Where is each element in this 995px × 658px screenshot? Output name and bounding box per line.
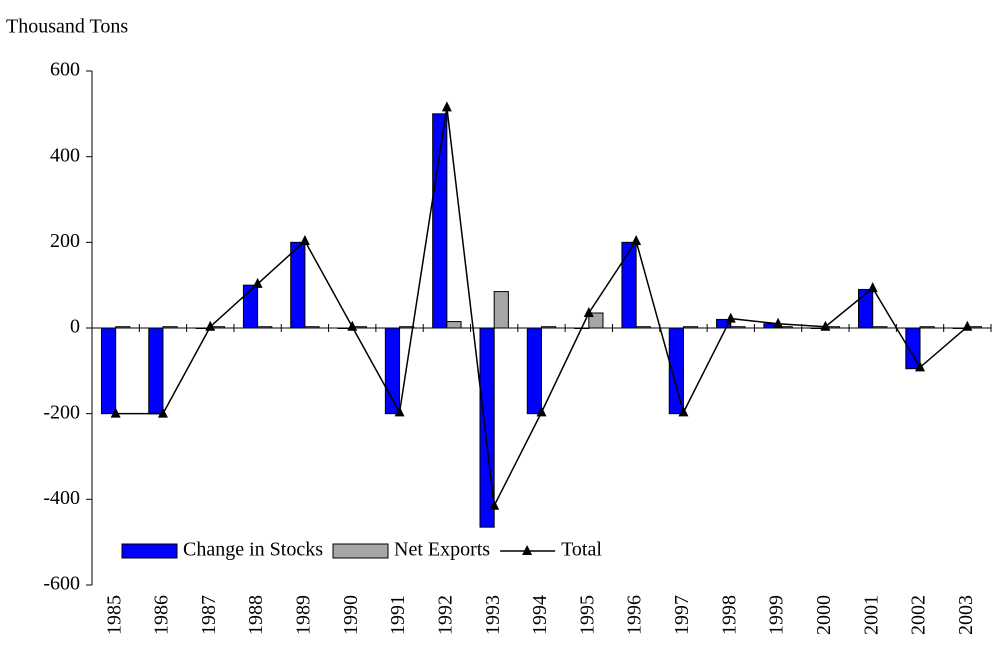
bar <box>242 284 259 329</box>
x-tick-label: 1987 <box>198 595 220 635</box>
x-tick-label: 2000 <box>813 595 835 635</box>
bar <box>858 288 874 329</box>
x-tick-label: 1994 <box>529 595 551 635</box>
x-tick-label: 1993 <box>482 595 504 635</box>
marker <box>394 406 405 417</box>
legend-swatch <box>332 543 389 559</box>
legend-swatch <box>121 543 178 559</box>
marker <box>205 320 216 331</box>
legend-marker <box>522 545 533 555</box>
x-tick-label: 1990 <box>340 595 362 635</box>
y-tick-label: 400 <box>50 144 80 166</box>
y-axis-label: Thousand Tons <box>6 16 128 38</box>
marker <box>252 277 263 288</box>
bar <box>290 241 306 329</box>
marker <box>725 312 736 323</box>
x-tick-label: 1985 <box>103 595 125 635</box>
marker <box>583 307 594 318</box>
x-tick-label: 1999 <box>766 595 788 635</box>
marker <box>157 407 168 418</box>
y-tick-label: 0 <box>70 316 80 338</box>
legend-label: Change in Stocks <box>183 539 323 561</box>
x-tick-label: 1997 <box>671 595 693 635</box>
x-tick-label: 1995 <box>576 595 598 635</box>
y-tick-label: 200 <box>50 230 80 252</box>
bar <box>446 321 462 329</box>
marker <box>489 499 500 510</box>
x-tick-label: 2003 <box>955 595 977 635</box>
x-tick-label: 2002 <box>908 595 930 635</box>
marker <box>773 317 784 328</box>
marker <box>631 235 642 246</box>
y-tick-label: -600 <box>43 573 80 595</box>
x-tick-label: 1989 <box>293 595 315 635</box>
bar <box>100 327 117 415</box>
marker <box>536 406 547 417</box>
y-tick-label: 600 <box>50 59 80 81</box>
legend-label: Total <box>561 539 602 561</box>
marker <box>915 361 926 372</box>
bar <box>432 113 448 329</box>
bar <box>621 241 637 329</box>
y-tick-label: -400 <box>43 487 80 509</box>
x-tick-label: 1991 <box>387 595 409 635</box>
x-tick-label: 1992 <box>434 595 456 635</box>
x-tick-label: 1986 <box>151 595 173 635</box>
marker <box>441 101 452 112</box>
marker <box>678 406 689 417</box>
bar <box>526 327 542 415</box>
marker <box>110 407 121 418</box>
marker <box>867 282 878 293</box>
x-tick-label: 2001 <box>860 595 882 635</box>
bar <box>493 291 509 329</box>
marker <box>820 320 831 331</box>
bar <box>479 327 495 528</box>
x-tick-label: 1998 <box>718 595 740 635</box>
x-tick-label: 1988 <box>245 595 267 635</box>
x-tick-label: 1996 <box>624 595 646 635</box>
marker <box>347 320 358 331</box>
legend-label: Net Exports <box>394 539 490 561</box>
bar <box>148 327 164 415</box>
marker <box>299 235 310 246</box>
y-tick-label: -200 <box>43 401 80 423</box>
marker <box>962 320 973 331</box>
